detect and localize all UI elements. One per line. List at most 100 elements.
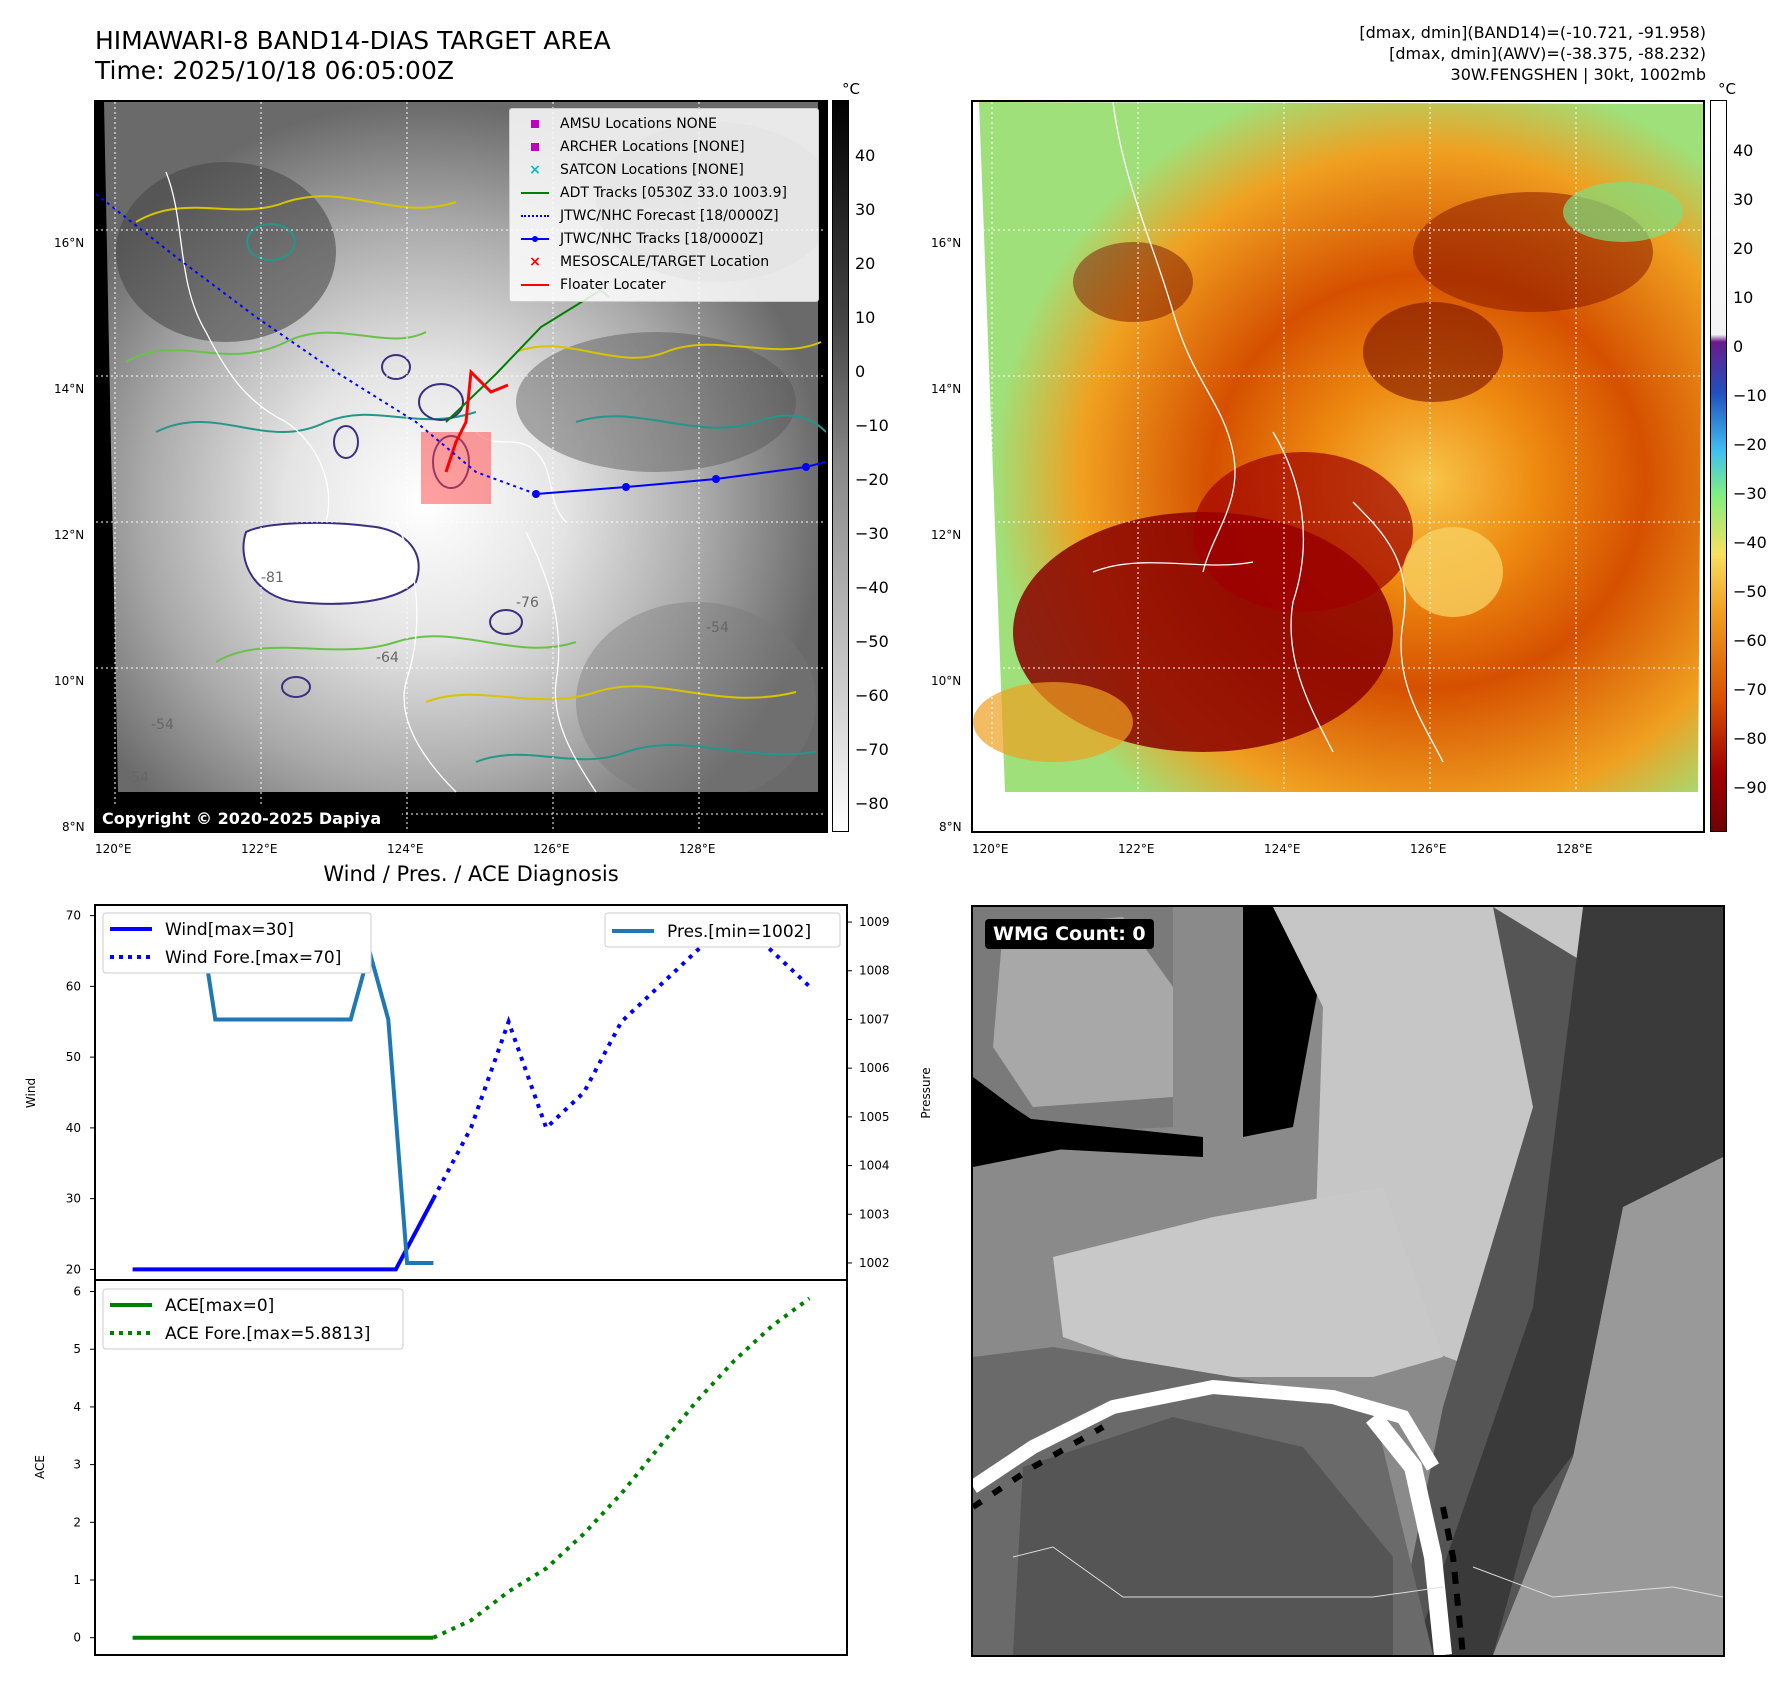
pressure-tick-label: 1009 [859,915,890,929]
figure-title: HIMAWARI-8 BAND14-DIAS TARGET AREA Time:… [95,26,611,86]
legend-entry: × SATCON Locations [NONE] [518,160,744,180]
legend-entry: ADT Tracks [0530Z 33.0 1003.9] [518,183,787,203]
colorbar-tick-label: 10 [855,308,876,327]
jtwc-forecast-track [96,193,537,495]
svg-text:-64: -64 [376,650,399,666]
lat-label: 16°N [54,236,85,250]
wind-tick-label: 20 [66,1262,81,1276]
legend-entry: × MESOSCALE/TARGET Location [518,252,769,272]
colorbar-tick-label: −70 [855,740,889,759]
band14-colorbar-unit: °C [842,80,860,98]
colorbar-tick-label: 0 [1733,337,1744,356]
legend-ace-fore: ACE Fore.[max=5.8813] [165,1324,370,1344]
legend-label: JTWC/NHC Tracks [18/0000Z] [560,231,764,247]
legend-marker-icon [518,114,552,134]
lon-label: 120°E [95,842,132,856]
info-line-3: 30W.FENGSHEN | 30kt, 1002mb [1450,65,1706,84]
lon-label: 122°E [241,842,278,856]
series-ace-fore-max [432,1296,811,1640]
ace-tick-label: 6 [73,1285,81,1299]
pressure-tick-label: 1007 [859,1012,890,1026]
awv-map [971,100,1705,833]
ace-tick-label: 4 [73,1400,81,1414]
legend-label: AMSU Locations NONE [560,116,718,132]
jtwc-track-points [532,463,810,498]
map-legend: AMSU Locations NONE ARCHER Locations [NON… [509,108,819,302]
colorbar-tick-label: 10 [1733,288,1754,307]
lon-label: 126°E [1410,842,1447,856]
colorbar-tick-label: −90 [1733,778,1767,797]
pressure-tick-label: 1005 [859,1110,890,1124]
svg-text:-81: -81 [261,570,284,586]
colorbar-tick-label: −50 [855,632,889,651]
legend-entry: Floater Locater [518,275,666,295]
colorbar-tick-label: −10 [1733,386,1767,405]
pressure-tick-label: 1004 [859,1159,890,1173]
lat-label: 12°N [54,528,85,542]
legend-marker-icon [518,137,552,157]
awv-colorbar-unit: °C [1718,80,1736,98]
colorbar-tick-label: −40 [1733,533,1767,552]
awv-colorbar [1710,100,1727,832]
colorbar-tick-label: 30 [855,200,876,219]
colorbar-tick-label: 40 [1733,141,1754,160]
info-line-2: [dmax, dmin](AWV)=(-38.375, -88.232) [1389,44,1706,63]
colorbar-tick-label: −80 [855,794,889,813]
lat-label: 14°N [54,382,85,396]
ace-legend: ACE[max=0] ACE Fore.[max=5.8813] [102,1288,404,1350]
colorbar-tick-label: −30 [855,524,889,543]
legend-marker-icon: × [529,254,541,270]
copyright-text: Copyright © 2020-2025 Dapiya [102,809,381,828]
wmg-count-label: WMG Count: 0 [985,919,1154,949]
colorbar-tick-label: 20 [1733,239,1754,258]
coastlines [1092,102,1444,763]
svg-text:-54: -54 [706,620,729,636]
ace-tick-label: 1 [73,1573,81,1587]
legend-marker-icon [518,275,552,295]
wmg-panel: WMG Count: 0 [971,905,1725,1657]
legend-label: MESOSCALE/TARGET Location [560,254,770,270]
legend-label: ARCHER Locations [NONE] [560,139,745,155]
legend-entry: JTWC/NHC Forecast [18/0000Z] [518,206,779,226]
legend-label: JTWC/NHC Forecast [18/0000Z] [560,208,779,224]
legend-marker-icon [518,183,552,203]
legend-marker-icon [518,229,552,249]
lon-label: 124°E [387,842,424,856]
colorbar-tick-label: −20 [1733,435,1767,454]
colorbar-tick-label: −80 [1733,729,1767,748]
title-line-2: Time: 2025/10/18 06:05:00Z [95,56,454,85]
wind-axis-label: Wind [24,1078,38,1108]
wind-tick-label: 70 [66,909,81,923]
colorbar-tick-label: −30 [1733,484,1767,503]
legend-ace: ACE[max=0] [165,1296,274,1316]
colorbar-tick-label: −20 [855,470,889,489]
ace-tick-label: 0 [73,1631,81,1645]
ace-axes-frame [94,1279,848,1656]
lat-label: 14°N [931,382,962,396]
svg-text:-54: -54 [151,717,174,733]
legend-marker-icon [518,206,552,226]
lon-label: 120°E [972,842,1009,856]
lon-label: 126°E [533,842,570,856]
title-line-1: HIMAWARI-8 BAND14-DIAS TARGET AREA [95,26,611,55]
pressure-tick-label: 1003 [859,1207,890,1221]
legend-label: Floater Locater [560,277,666,293]
coastlines [165,171,597,793]
gridlines [973,102,1703,831]
colorbar-tick-label: −50 [1733,582,1767,601]
diagnosis-title: Wind / Pres. / ACE Diagnosis [323,862,619,886]
colorbar-tick-label: −10 [855,416,889,435]
colorbar-tick-label: −60 [855,686,889,705]
pressure-legend: Pres.[min=1002] [604,912,841,948]
series-wind-max [132,1197,436,1272]
awv-imagery [973,102,1703,831]
pressure-tick-label: 1002 [859,1256,890,1270]
colorbar-tick-label: 40 [855,146,876,165]
lat-label: 8°N [939,820,962,834]
wind-legend: Wind[max=30] Wind Fore.[max=70] [102,912,372,974]
wind-tick-label: 40 [66,1121,81,1135]
wind-tick-label: 50 [66,1050,81,1064]
lon-label: 128°E [679,842,716,856]
lat-label: 10°N [54,674,85,688]
